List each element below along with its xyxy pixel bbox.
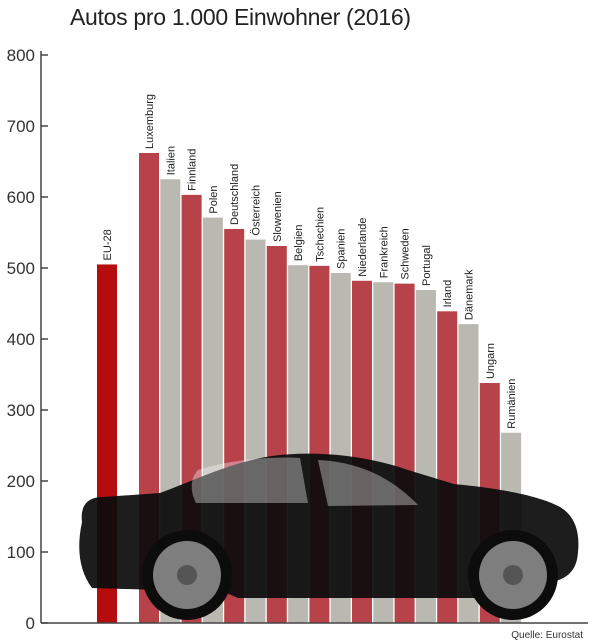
bar-label: Irland: [442, 280, 454, 308]
y-tick-label: 400: [7, 330, 35, 349]
car-window: [191, 457, 308, 503]
bar-labels: EU-28 Luxemburg Italien Finnland Polen Deutsc…: [102, 94, 518, 429]
bar-label: Portugal: [421, 245, 433, 286]
wheel-rear: [468, 530, 558, 620]
y-tick-label: 0: [26, 614, 35, 633]
y-axis: 0 100 200 300 400 500 600 700 800: [7, 46, 48, 633]
y-tick-label: 100: [7, 543, 35, 562]
axes: [40, 51, 588, 624]
bar-label: Tschechien: [314, 207, 326, 262]
bar-label: Italien: [165, 146, 177, 175]
y-tick-label: 800: [7, 46, 35, 65]
bar-label: Niederlande: [357, 217, 369, 276]
y-tick-label: 600: [7, 188, 35, 207]
bar-label: Polen: [208, 185, 220, 213]
bar-label: Luxemburg: [144, 94, 156, 149]
chart-title: Autos pro 1.000 Einwohner (2016): [70, 4, 411, 30]
y-tick-label: 500: [7, 259, 35, 278]
wheel-front: [142, 530, 232, 620]
y-tick-label: 700: [7, 117, 35, 136]
bar-label: Frankreich: [378, 226, 390, 278]
chart-source: Quelle: Eurostat: [511, 630, 583, 641]
car-silhouette: [79, 453, 579, 620]
bar-label: Deutschland: [229, 164, 241, 225]
bar-label: Ungarn: [485, 343, 497, 379]
bar-label: Rumänien: [506, 379, 518, 429]
car-window: [318, 460, 418, 506]
bar-label: Finnland: [187, 149, 199, 191]
bar-label: Slowenien: [272, 191, 284, 242]
bar-label: EU-28: [102, 229, 114, 260]
bar-label: Österreich: [251, 185, 263, 236]
y-tick-label: 200: [7, 472, 35, 491]
bar-label: Dänemark: [464, 269, 476, 320]
y-tick-label: 300: [7, 401, 35, 420]
bar-label: Spanien: [336, 229, 348, 269]
bar-label: Schweden: [400, 228, 412, 279]
bar-label: Belgien: [293, 224, 305, 261]
